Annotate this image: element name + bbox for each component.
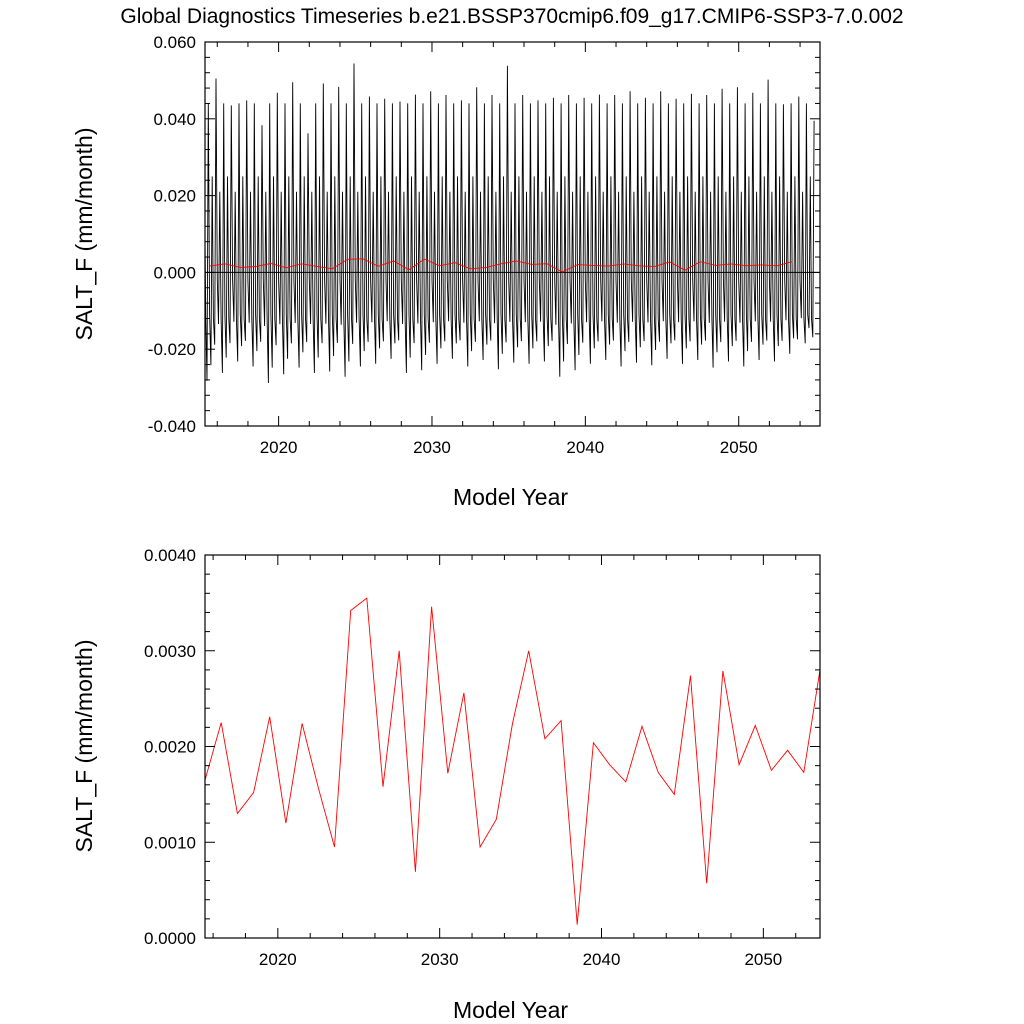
x-tick-label: 2020	[259, 950, 297, 969]
x-axis-title: Model Year	[453, 484, 568, 510]
x-tick-label: 2020	[260, 438, 298, 457]
x-tick-label: 2040	[583, 950, 621, 969]
top-panel: -0.040 -0.020 0.000 0.020 0.040 0.060 2020 2030…	[71, 33, 821, 510]
x-tick-label: 2030	[421, 950, 459, 969]
bottom-panel: 0.0000 0.0010 0.0020 0.0030 0.0040 2020 2030 20…	[71, 546, 821, 1023]
y-axis-title: SALT_F (mm/month)	[71, 128, 97, 341]
series-line-1	[209, 258, 793, 273]
y-tick-label: 0.0020	[144, 738, 196, 757]
y-tick-label: 0.060	[153, 33, 196, 52]
x-axis-title: Model Year	[453, 997, 568, 1023]
y-tick-label: -0.020	[148, 340, 196, 359]
series-line-0	[205, 597, 820, 925]
y-tick-label: 0.0040	[144, 546, 196, 565]
plot-frame	[204, 554, 821, 939]
x-tick-label: 2030	[413, 438, 451, 457]
y-tick-label: 0.0000	[144, 929, 196, 948]
figure-title: Global Diagnostics Timeseries b.e21.BSSP…	[120, 5, 903, 28]
y-tick-label: 0.0030	[144, 642, 196, 661]
plot-frame	[204, 41, 821, 427]
y-axis-title: SALT_F (mm/month)	[71, 640, 97, 853]
x-tick-label: 2050	[720, 438, 758, 457]
y-tick-label: 0.000	[153, 263, 196, 282]
y-tick-label: -0.040	[148, 417, 196, 436]
x-tick-label: 2040	[566, 438, 604, 457]
y-tick-label: 0.020	[153, 187, 196, 206]
series-line-0	[205, 63, 815, 384]
y-tick-label: 0.0010	[144, 833, 196, 852]
y-tick-label: 0.040	[153, 110, 196, 129]
x-tick-label: 2050	[744, 950, 782, 969]
